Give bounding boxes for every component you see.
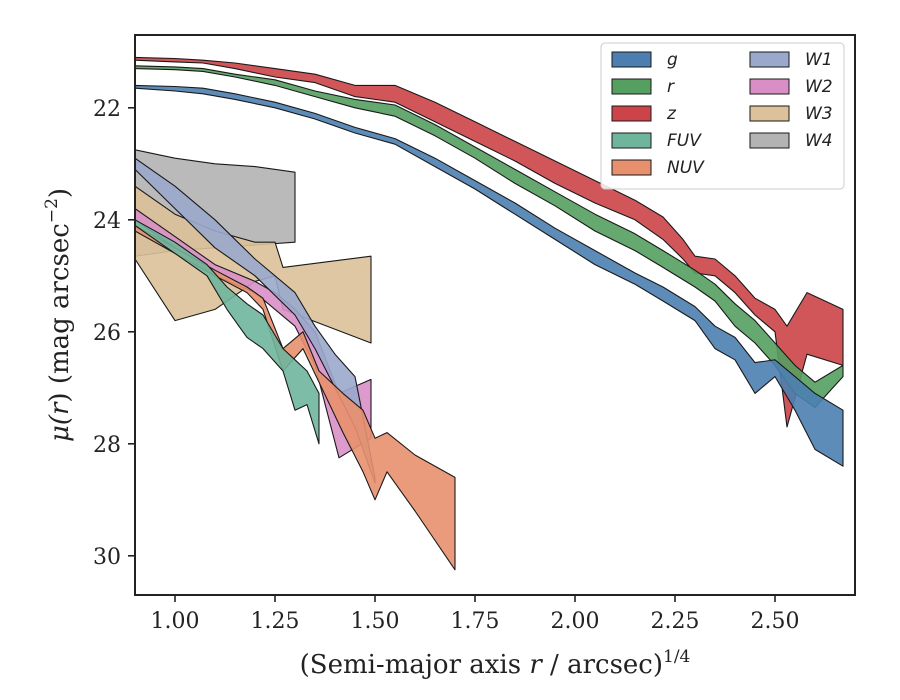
band-r	[135, 65, 844, 408]
legend: grz FUV NUV W1 W2 W3 W4	[600, 42, 845, 190]
legend-swatch-w1	[749, 51, 790, 68]
legend-label-w2: W2	[805, 77, 833, 97]
legend-swatch-w2	[749, 78, 790, 95]
legend-label-w1: W1	[805, 50, 833, 70]
y-axis-ticks: 22 24 26 28 30	[93, 97, 135, 570]
legend-swatch-r	[611, 78, 652, 95]
legend-swatch-nuv	[611, 159, 652, 176]
legend-label-w4: W4	[805, 131, 833, 151]
legend-swatch-z	[611, 105, 652, 122]
y-tick-label: 24	[93, 209, 121, 234]
band-fuv	[135, 219, 320, 445]
legend-label-w3: W3	[805, 104, 833, 124]
x-tick-label: 1.00	[151, 609, 200, 634]
band-g	[135, 84, 844, 467]
y-axis-label: μ(r) (mag arcsec−2)	[42, 188, 75, 442]
legend-label-nuv: NUV	[667, 158, 705, 178]
legend-label-fuv: FUV	[667, 131, 702, 151]
x-tick-label: 2.25	[651, 609, 700, 634]
x-tick-label: 2.00	[551, 609, 600, 634]
legend-label-g: g	[667, 50, 678, 70]
y-tick-label: 30	[93, 545, 121, 570]
y-tick-label: 26	[93, 321, 121, 346]
series-bands	[135, 56, 844, 571]
legend-swatch-w4	[749, 132, 790, 149]
x-tick-label: 1.25	[251, 609, 300, 634]
y-tick-label: 28	[93, 433, 121, 458]
x-tick-label: 1.50	[351, 609, 400, 634]
legend-swatch-fuv	[611, 132, 652, 149]
legend-label-z: z	[666, 104, 677, 124]
x-tick-label: 2.50	[751, 609, 800, 634]
y-tick-label: 22	[93, 97, 121, 122]
legend-label-r: r	[667, 77, 675, 97]
legend-swatch-g	[611, 51, 652, 68]
legend-swatch-w3	[749, 105, 790, 122]
x-tick-label: 1.75	[451, 609, 500, 634]
plot-frame	[134, 34, 856, 596]
band-nuv	[135, 224, 456, 571]
x-axis-ticks: 1.00 1.25 1.50 1.75 2.00 2.25 2.50	[151, 595, 800, 634]
x-axis-label: (Semi-major axis r / arcsec)1/4	[300, 647, 691, 680]
